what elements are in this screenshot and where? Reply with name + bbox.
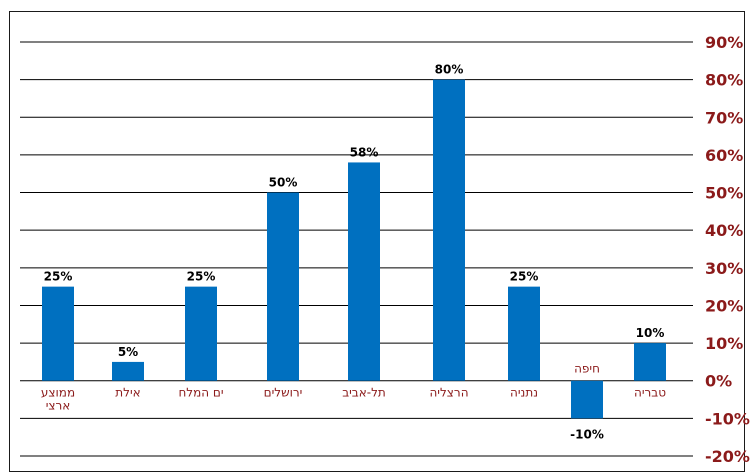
category-label: ים המלח	[178, 386, 223, 400]
y-tick-label: 90%	[705, 33, 743, 52]
category-label: טבריה	[634, 386, 666, 400]
bar	[508, 286, 540, 381]
category-label-line: ירושלים	[264, 386, 303, 400]
y-tick-label: 30%	[705, 259, 743, 278]
category-label-line: אילת	[115, 386, 140, 400]
data-label: 25%	[187, 270, 216, 284]
y-tick-label: 10%	[705, 334, 743, 353]
data-label: 50%	[269, 176, 298, 190]
category-label: חיפה	[574, 362, 600, 376]
category-label: אילת	[115, 386, 140, 400]
category-label-line: טבריה	[634, 386, 666, 400]
category-label: תל-אביב	[342, 386, 386, 400]
bar	[267, 192, 299, 381]
bar	[112, 361, 144, 381]
data-label: 10%	[636, 326, 665, 340]
category-label-line: ארצי	[46, 399, 71, 413]
category-label-line: תל-אביב	[342, 386, 386, 400]
bar	[42, 286, 74, 381]
bar	[433, 79, 465, 381]
bar	[571, 380, 603, 419]
y-tick-label: 50%	[705, 184, 743, 203]
y-tick-label: 60%	[705, 146, 743, 165]
category-label-line: הרצליה	[429, 386, 468, 400]
bar	[185, 286, 217, 381]
category-label: הרצליה	[429, 386, 468, 400]
category-label: ממוצע ארצי	[41, 386, 75, 413]
y-tick-label: -20%	[705, 447, 750, 466]
y-tick-label: 20%	[705, 296, 743, 315]
data-label: 25%	[44, 270, 73, 284]
category-label-line: נתניה	[510, 386, 538, 400]
bar	[634, 343, 666, 381]
data-label: -10%	[570, 427, 604, 441]
data-label: 80%	[435, 63, 464, 77]
y-tick-label: -10%	[705, 409, 750, 428]
y-tick-label: 40%	[705, 221, 743, 240]
category-label-line: חיפה	[574, 362, 600, 376]
data-label: 5%	[118, 345, 138, 359]
y-tick-label: 80%	[705, 71, 743, 90]
y-tick-label: 0%	[705, 372, 732, 391]
data-label: 58%	[350, 145, 379, 159]
category-label: נתניה	[510, 386, 538, 400]
category-label-line: ממוצע	[41, 386, 75, 400]
bar	[348, 162, 380, 381]
category-label-line: ים המלח	[178, 386, 223, 400]
data-label: 25%	[510, 270, 539, 284]
y-tick-label: 70%	[705, 108, 743, 127]
category-label: ירושלים	[264, 386, 303, 400]
